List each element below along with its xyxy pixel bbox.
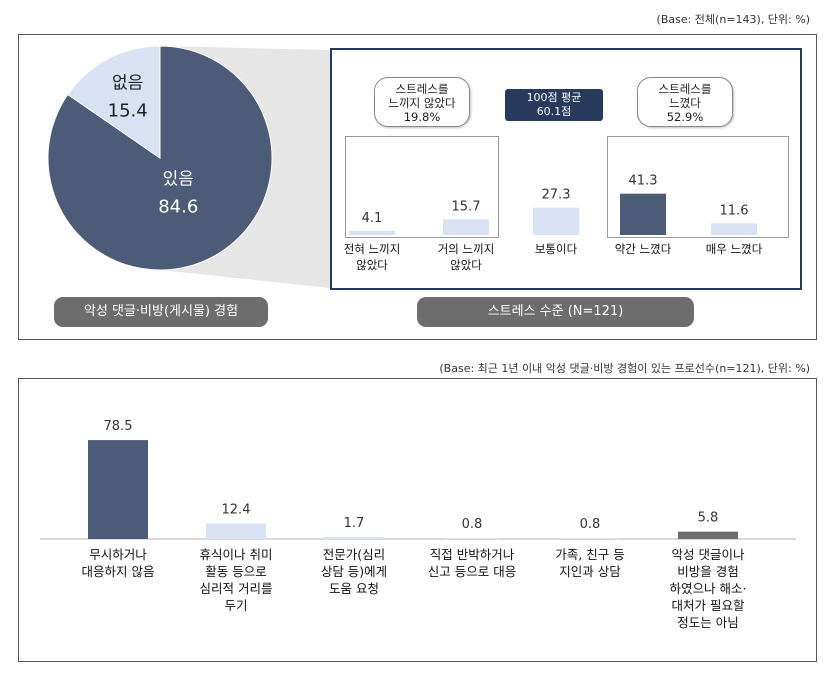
felt-callout: 스트레스를 느꼈다 52.9% (637, 77, 733, 127)
stress-value-label-1: 15.7 (452, 199, 481, 214)
stress-category-label-2: 보통이다 (535, 242, 578, 256)
stress-bar-chart: 4.1 전혀 느끼지 않았다 15.7 거의 느끼지 않았다 27.3 보통이다 41.3 약간 … (344, 174, 763, 272)
not-felt-group-box (345, 136, 499, 238)
stress-value-label-3: 41.3 (629, 174, 658, 189)
average-score-box: 100점 평균 60.1점 (505, 89, 603, 121)
coping-category-label-3: 직접 반박하거나 신고 등으로 대응 (428, 547, 516, 579)
felt-callout-line1: 스트레스를 (658, 82, 712, 96)
stress-category-label-1: 거의 느끼지 않았다 (438, 242, 495, 272)
felt-group-box (607, 136, 789, 238)
coping-category-label-5: 악성 댓글이나 비방을 경험 하였으나 해소· 대처가 필요할 정도는 아님 (670, 547, 747, 630)
bottom-panel (18, 378, 817, 662)
coping-category-label-2: 전문가(심리 상담 등)에게 도움 요청 (321, 547, 387, 596)
coping-bars: 78.5 무시하거나 대응하지 않음 12.4 휴식이나 취미 활동 등으로 심리적 거리를… (40, 419, 796, 630)
pie-group: 있음 84.6 없음 15.4 (47, 45, 273, 271)
stress-bar-4 (711, 223, 757, 235)
pie-slice-1 (67, 45, 161, 159)
felt-callout-line2: 느꼈다 (669, 96, 701, 110)
felt-callout-pct: 52.9% (666, 110, 704, 124)
pie-slice-label-0: 있음 (163, 170, 194, 190)
average-value: 60.1점 (536, 105, 572, 118)
pie-title-pill: 악성 댓글·비방(게시물) 경험 (54, 297, 268, 327)
coping-bar-0 (88, 440, 148, 539)
coping-value-label-2: 1.7 (344, 516, 365, 531)
stress-category-label-4: 매우 느꼈다 (706, 242, 763, 256)
coping-bar-4 (560, 537, 620, 539)
stress-bar-2 (533, 207, 579, 235)
stress-bar-1 (443, 219, 489, 235)
coping-category-label-4: 가족, 친구 등 지인과 상담 (555, 547, 624, 579)
not-felt-callout-pct: 19.8% (403, 110, 441, 124)
coping-value-label-3: 0.8 (462, 517, 483, 532)
pie-slice-value-1: 15.4 (108, 101, 148, 122)
stress-value-label-0: 4.1 (362, 211, 383, 226)
stress-category-label-0: 전혀 느끼지 않았다 (344, 242, 401, 272)
coping-value-label-1: 12.4 (222, 502, 251, 517)
not-felt-callout-line1: 스트레스를 (395, 82, 449, 96)
stress-bar-3 (620, 193, 666, 235)
stress-value-label-4: 11.6 (720, 203, 749, 218)
not-felt-callout: 스트레스를 느끼지 않았다 19.8% (374, 77, 470, 127)
coping-category-label-0: 무시하거나 대응하지 않음 (82, 547, 155, 579)
pie-chart-svg: 있음 84.6 없음 15.4 (47, 45, 330, 288)
coping-bar-5 (678, 531, 738, 539)
top-base-note: (Base: 전체(n=143), 단위: %) (656, 13, 810, 26)
not-felt-callout-line2: 느끼지 않았다 (388, 96, 456, 110)
coping-category-label-1: 휴식이나 취미 활동 등으로 심리적 거리를 두기 (200, 547, 273, 613)
stress-bars: 4.1 전혀 느끼지 않았다 15.7 거의 느끼지 않았다 27.3 보통이다 41.3 약간 … (344, 174, 763, 272)
coping-bar-1 (206, 523, 266, 539)
stress-title-pill: 스트레스 수준 (N=121) (417, 297, 694, 327)
average-label: 100점 평균 (526, 91, 582, 104)
coping-bar-2 (324, 536, 384, 539)
coping-bar-3 (442, 537, 502, 539)
bottom-base-note: (Base: 최근 1년 이내 악성 댓글·비방 경험이 있는 프로선수(n=1… (439, 362, 810, 375)
coping-value-label-0: 78.5 (104, 419, 133, 434)
coping-bar-chart: 78.5 무시하거나 대응하지 않음 12.4 휴식이나 취미 활동 등으로 심리적 거리를… (40, 419, 796, 630)
coping-value-label-5: 5.8 (698, 511, 719, 526)
stress-value-label-2: 27.3 (542, 188, 571, 203)
pie-slice-label-1: 없음 (112, 74, 143, 94)
stress-category-label-3: 약간 느꼈다 (615, 242, 672, 256)
stress-bar-0 (349, 230, 395, 235)
coping-value-label-4: 0.8 (580, 517, 601, 532)
pie-slice-value-0: 84.6 (158, 197, 198, 218)
